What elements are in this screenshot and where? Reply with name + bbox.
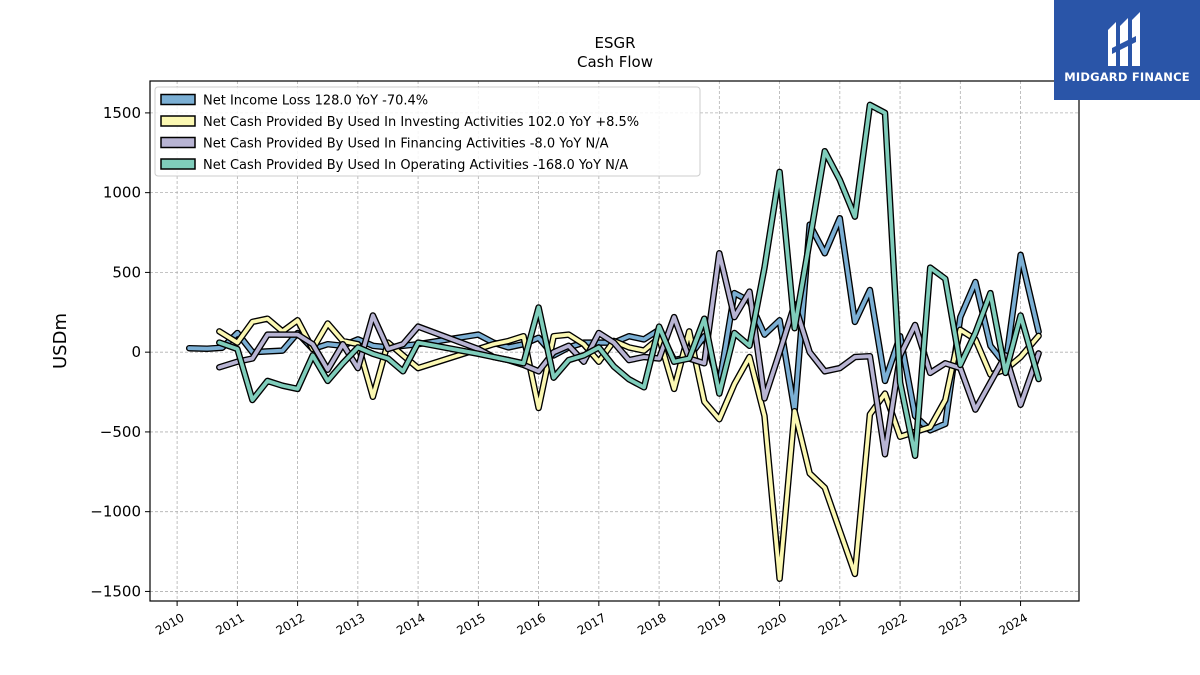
legend-swatch: [160, 115, 196, 127]
series-stroke: [217, 103, 1041, 458]
x-tick-label: 2017: [575, 610, 608, 637]
x-tick-label: 2021: [816, 610, 849, 637]
y-tick-label: 500: [112, 263, 141, 281]
x-tick-label: 2024: [997, 610, 1030, 637]
midgard-logo-icon: [1108, 12, 1140, 66]
legend-label: Net Cash Provided By Used In Operating A…: [203, 158, 628, 173]
y-tick-label: −1000: [90, 503, 141, 521]
x-tick-label: 2020: [756, 610, 789, 637]
x-tick-label: 2012: [274, 610, 307, 637]
x-tick-label: 2018: [635, 610, 668, 637]
x-tick-label: 2014: [394, 610, 427, 637]
legend-box: [154, 86, 701, 177]
y-tick-label: 1000: [103, 184, 141, 202]
logo-text: MIDGARD FINANCE: [1064, 70, 1190, 84]
series-stroke: [187, 216, 1041, 433]
y-tick-label: −500: [100, 423, 141, 441]
legend-swatch: [160, 93, 196, 106]
legend-swatch: [160, 136, 196, 149]
x-tick-label: 2023: [936, 610, 969, 637]
y-tick-label: −1500: [90, 582, 141, 600]
legend-swatch: [160, 158, 196, 170]
y-tick-label: 0: [131, 343, 141, 361]
logo-badge: MIDGARD FINANCE: [1054, 0, 1200, 100]
x-tick-label: 2013: [334, 610, 367, 637]
x-tick-label: 2015: [454, 610, 487, 637]
legend: Net Income Loss 128.0 YoY -70.4% Net Cash…: [154, 86, 701, 177]
legend-label: Net Cash Provided By Used In Investing A…: [203, 115, 639, 130]
y-tick-label: 1500: [103, 104, 141, 122]
series-lines: [185, 101, 1042, 582]
plot-frame: [149, 80, 1080, 602]
chart-title: ESGR: [594, 34, 635, 52]
y-axis-label: USDm: [50, 313, 71, 369]
legend-label: Net Cash Provided By Used In Financing A…: [203, 137, 609, 152]
x-tick-label: 2011: [213, 610, 246, 637]
x-tick-label: 2016: [515, 610, 548, 637]
x-tick-label: 2019: [695, 610, 728, 637]
x-tick-label: 2022: [876, 610, 909, 637]
chart-subtitle: Cash Flow: [577, 53, 653, 71]
series-line-1: [185, 214, 1042, 434]
x-tick-label: 2010: [153, 610, 186, 637]
legend-label: Net Income Loss 128.0 YoY -70.4%: [203, 94, 428, 109]
series-line-4: [216, 101, 1042, 460]
